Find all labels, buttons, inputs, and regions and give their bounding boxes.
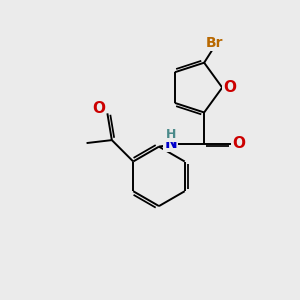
Text: Br: Br [206, 36, 223, 50]
Text: H: H [166, 128, 176, 141]
Text: O: O [92, 100, 105, 116]
Text: N: N [164, 136, 177, 151]
Text: O: O [232, 136, 245, 151]
Text: O: O [223, 80, 236, 95]
